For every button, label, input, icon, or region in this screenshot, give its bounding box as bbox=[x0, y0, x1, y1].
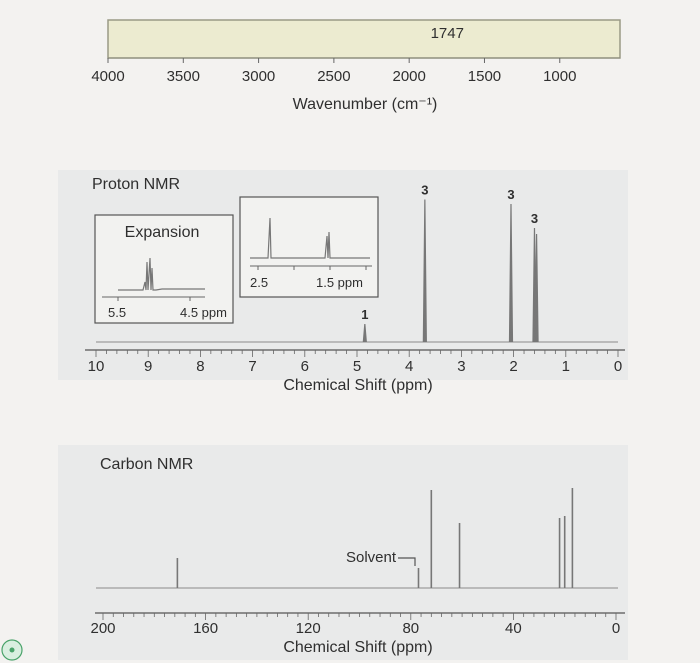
ir-peak-label-1747: 1747 bbox=[431, 25, 464, 42]
inset-2-trace bbox=[250, 217, 370, 259]
proton-tick-label-0: 0 bbox=[614, 358, 622, 375]
carbon-nmr-title: Carbon NMR bbox=[100, 456, 193, 473]
solvent-annotation: Solvent bbox=[346, 549, 397, 566]
expansion-inset-title: Expansion bbox=[125, 224, 200, 241]
ir-tick-label-3500: 3500 bbox=[167, 68, 200, 85]
ir-tick-label-2000: 2000 bbox=[392, 68, 425, 85]
ir-tick-label-2500: 2500 bbox=[317, 68, 350, 85]
ir-x-axis: 4000 3500 3000 2500 2000 1500 1000 bbox=[91, 57, 620, 85]
corner-mark bbox=[1, 639, 23, 661]
proton-integration-2: 3 bbox=[507, 187, 514, 202]
proton-integration-0: 1 bbox=[361, 307, 368, 322]
proton-tick-label-4: 4 bbox=[405, 358, 413, 375]
ir-x-axis-label: Wavenumber (cm⁻¹) bbox=[293, 96, 438, 113]
carbon-x-axis-label: Chemical Shift (ppm) bbox=[283, 639, 432, 656]
ir-spectrum: 4000 3500 3000 2500 2000 1500 1000 1747 Wavenu… bbox=[91, 19, 621, 113]
proton-expansion-inset: Expansion 5.5 4.5 ppm bbox=[94, 214, 234, 324]
expansion-trace bbox=[118, 257, 205, 291]
expansion-tick-5-5: 5.5 bbox=[108, 305, 126, 320]
proton-tick-label-10: 10 bbox=[88, 358, 105, 375]
carbon-tick-label-120: 120 bbox=[296, 620, 321, 637]
carbon-peaks bbox=[96, 488, 618, 589]
proton-nmr-title: Proton NMR bbox=[92, 176, 180, 193]
carbon-x-axis: 200 160 120 80 40 0 bbox=[90, 612, 625, 637]
proton-peak-4 bbox=[534, 233, 539, 343]
proton-tick-label-5: 5 bbox=[353, 358, 361, 375]
proton-integration-3: 3 bbox=[531, 211, 538, 226]
proton-x-axis: 10 9 8 7 6 5 4 3 2 1 0 bbox=[85, 349, 625, 375]
inset-2-tick-2-5: 2.5 bbox=[250, 275, 268, 290]
proton-peaks: 1 3 3 3 bbox=[96, 183, 618, 343]
proton-tick-label-2: 2 bbox=[509, 358, 517, 375]
proton-peak-2 bbox=[508, 203, 514, 343]
carbon-tick-label-40: 40 bbox=[505, 620, 522, 637]
proton-inset-2: 2.5 1.5 ppm bbox=[239, 196, 379, 298]
proton-tick-label-1: 1 bbox=[562, 358, 570, 375]
proton-x-axis-label: Chemical Shift (ppm) bbox=[283, 377, 432, 394]
proton-peak-1 bbox=[422, 199, 427, 343]
carbon-tick-label-200: 200 bbox=[90, 620, 115, 637]
proton-integration-1: 3 bbox=[421, 183, 428, 198]
proton-nmr-spectrum: Proton NMR Expansion 5.5 4.5 ppm 2.5 1.5… bbox=[85, 176, 625, 394]
carbon-tick-label-80: 80 bbox=[402, 620, 419, 637]
proton-tick-label-3: 3 bbox=[457, 358, 465, 375]
proton-tick-label-8: 8 bbox=[196, 358, 204, 375]
carbon-panel-bg bbox=[58, 445, 628, 660]
expansion-tick-4-5: 4.5 ppm bbox=[180, 305, 227, 320]
proton-tick-label-6: 6 bbox=[301, 358, 309, 375]
ir-tick-label-1000: 1000 bbox=[543, 68, 576, 85]
carbon-nmr-spectrum: Carbon NMR Solvent 200 160 120 80 40 0 Chemic… bbox=[90, 456, 625, 656]
proton-peak-0 bbox=[362, 323, 367, 343]
ir-plot-box bbox=[107, 19, 621, 59]
proton-tick-label-7: 7 bbox=[248, 358, 256, 375]
ir-tick-label-3000: 3000 bbox=[242, 68, 275, 85]
inset-2-tick-1-5: 1.5 ppm bbox=[316, 275, 363, 290]
ir-tick-label-4000: 4000 bbox=[91, 68, 124, 85]
proton-tick-label-9: 9 bbox=[144, 358, 152, 375]
carbon-tick-label-0: 0 bbox=[612, 620, 620, 637]
solvent-pointer bbox=[398, 557, 416, 566]
ir-tick-label-1500: 1500 bbox=[468, 68, 501, 85]
carbon-tick-label-160: 160 bbox=[193, 620, 218, 637]
